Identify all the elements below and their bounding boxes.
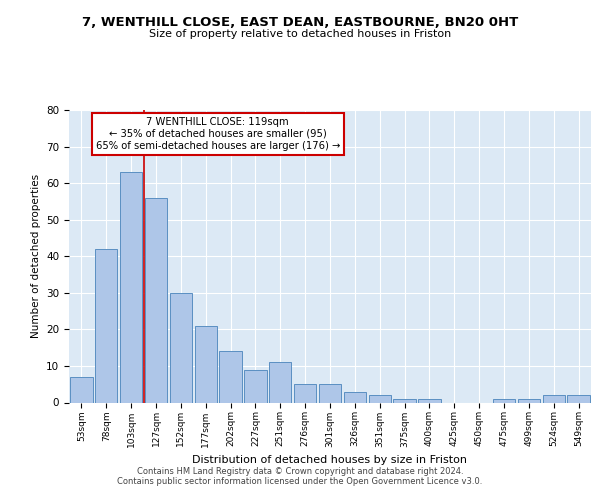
Text: Contains HM Land Registry data © Crown copyright and database right 2024.: Contains HM Land Registry data © Crown c…: [137, 467, 463, 476]
Text: Contains public sector information licensed under the Open Government Licence v3: Contains public sector information licen…: [118, 477, 482, 486]
Text: Size of property relative to detached houses in Friston: Size of property relative to detached ho…: [149, 29, 451, 39]
Y-axis label: Number of detached properties: Number of detached properties: [31, 174, 41, 338]
Bar: [170, 293, 192, 403]
Bar: [418, 399, 440, 402]
Bar: [220, 352, 242, 403]
Bar: [319, 384, 341, 402]
Bar: [344, 392, 366, 402]
Text: 7, WENTHILL CLOSE, EAST DEAN, EASTBOURNE, BN20 0HT: 7, WENTHILL CLOSE, EAST DEAN, EASTBOURNE…: [82, 16, 518, 29]
Bar: [194, 326, 217, 402]
Bar: [394, 399, 416, 402]
Bar: [368, 395, 391, 402]
Bar: [244, 370, 266, 402]
Bar: [493, 399, 515, 402]
Bar: [145, 198, 167, 402]
Bar: [95, 249, 118, 402]
Bar: [542, 395, 565, 402]
Bar: [568, 395, 590, 402]
X-axis label: Distribution of detached houses by size in Friston: Distribution of detached houses by size …: [193, 455, 467, 465]
Bar: [120, 172, 142, 402]
Bar: [70, 377, 92, 402]
Bar: [518, 399, 540, 402]
Bar: [269, 362, 292, 403]
Bar: [294, 384, 316, 402]
Text: 7 WENTHILL CLOSE: 119sqm
← 35% of detached houses are smaller (95)
65% of semi-d: 7 WENTHILL CLOSE: 119sqm ← 35% of detach…: [95, 118, 340, 150]
